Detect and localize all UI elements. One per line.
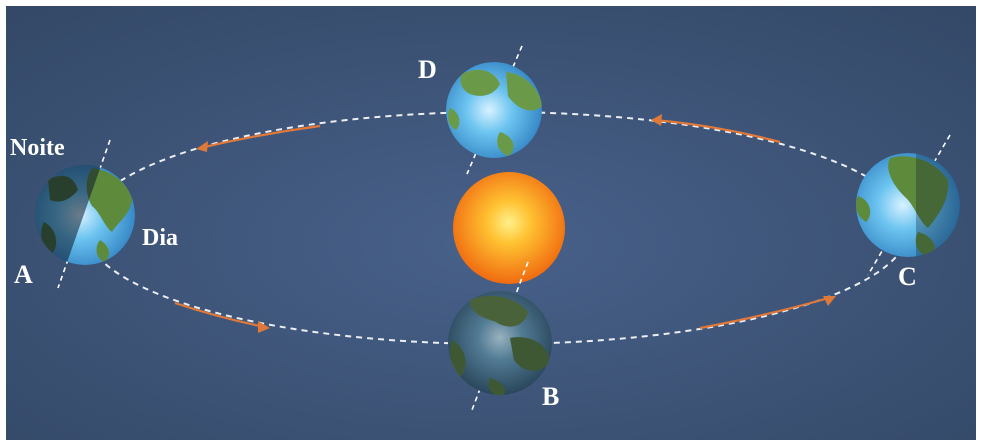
night-label: Noite [10, 135, 65, 161]
earth-a-axis [57, 139, 111, 289]
earth-a [35, 139, 135, 289]
position-c-label: C [898, 262, 917, 291]
earth-globe-icon [446, 62, 542, 158]
orbit-direction-arrows [174, 118, 833, 330]
arrow-c-to-d [654, 118, 781, 144]
arrowhead-icon [823, 296, 836, 306]
arrow-a-to-b [174, 301, 266, 329]
arrow-d-to-a [199, 124, 321, 150]
arrowhead-icon [258, 321, 270, 333]
earth-globe-icon [35, 165, 135, 265]
earth-b [448, 261, 552, 411]
position-b-label: B [542, 382, 559, 411]
position-a-label: A [14, 260, 33, 289]
arrowhead-icon [196, 141, 208, 152]
day-label: Dia [142, 225, 178, 251]
sun-icon [453, 172, 565, 284]
earth-d [446, 45, 542, 175]
arrow-b-to-c [699, 295, 833, 330]
earth-globe-icon [448, 291, 552, 395]
arrowhead-icons [196, 114, 836, 333]
arrowhead-icon [651, 114, 662, 126]
position-d-label: D [418, 55, 437, 84]
